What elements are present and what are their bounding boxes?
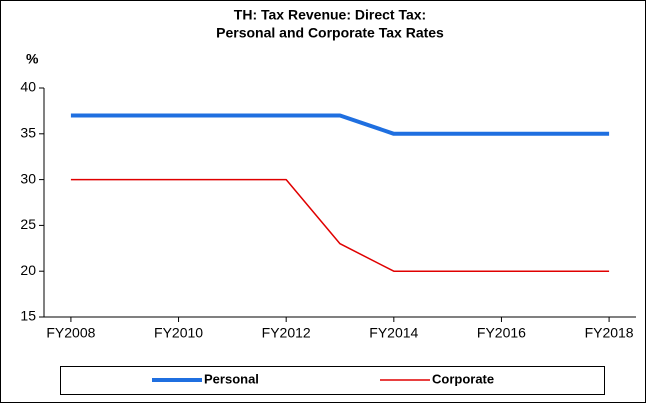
legend-box [60, 366, 605, 395]
chart-title: TH: Tax Revenue: Direct Tax: [234, 7, 426, 23]
x-tick-label: FY2014 [369, 325, 418, 341]
y-axis-label: % [26, 51, 39, 67]
y-tick-label: 20 [20, 262, 36, 278]
x-tick-label: FY2010 [154, 325, 203, 341]
y-tick-label: 30 [20, 170, 36, 186]
y-tick-label: 15 [20, 308, 36, 324]
x-tick-label: FY2018 [585, 325, 634, 341]
x-tick-label: FY2012 [262, 325, 311, 341]
legend-label: Corporate [432, 371, 494, 386]
series-line [70, 113, 610, 136]
x-tick-label: FY2016 [477, 325, 526, 341]
x-tick-label: FY2008 [46, 325, 95, 341]
y-tick-label: 25 [20, 216, 36, 232]
chart-title: Personal and Corporate Tax Rates [216, 25, 444, 41]
y-tick-label: 35 [20, 125, 36, 141]
legend-label: Personal [204, 371, 259, 386]
series-line [70, 178, 610, 272]
y-tick-label: 40 [20, 79, 36, 95]
